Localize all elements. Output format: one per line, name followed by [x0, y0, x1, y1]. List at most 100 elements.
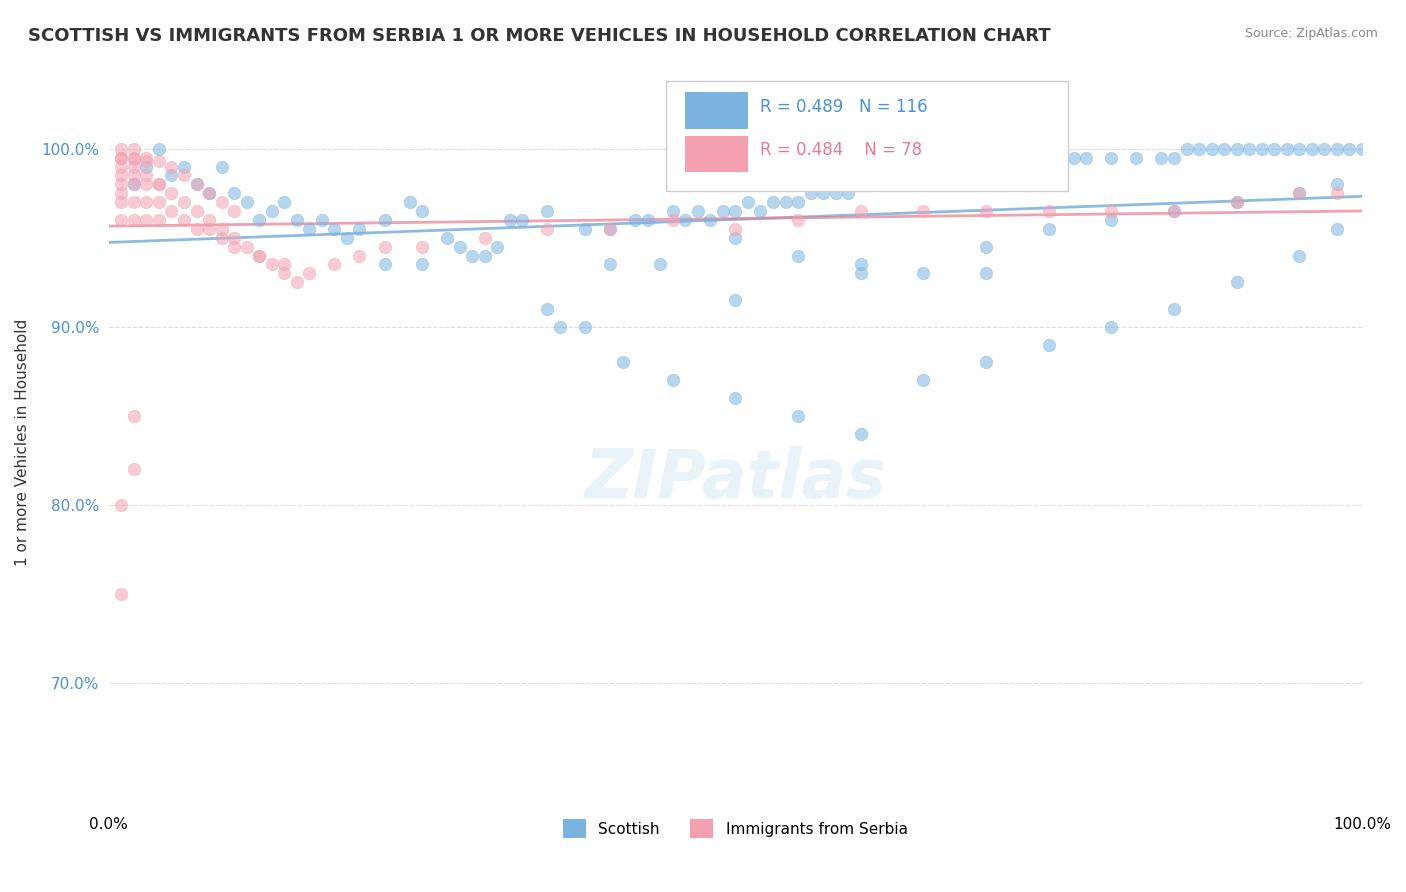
Scottish — [612, 355, 634, 369]
Immigrants from Serbia — [135, 151, 157, 165]
Immigrants from Serbia — [135, 213, 157, 227]
Scottish — [787, 195, 810, 210]
Immigrants from Serbia — [122, 409, 145, 423]
Scottish — [974, 240, 997, 254]
Scottish — [787, 409, 810, 423]
Scottish — [962, 160, 984, 174]
Immigrants from Serbia — [110, 195, 132, 210]
Scottish — [1326, 178, 1348, 192]
Scottish — [536, 301, 558, 316]
Scottish — [661, 204, 683, 219]
Immigrants from Serbia — [160, 186, 183, 201]
Scottish — [574, 319, 596, 334]
Scottish — [912, 169, 935, 183]
Immigrants from Serbia — [260, 257, 283, 271]
Scottish — [1288, 142, 1310, 156]
Immigrants from Serbia — [273, 266, 295, 280]
Scottish — [925, 169, 948, 183]
Immigrants from Serbia — [1326, 186, 1348, 201]
Immigrants from Serbia — [122, 213, 145, 227]
Scottish — [724, 231, 747, 245]
Immigrants from Serbia — [148, 213, 170, 227]
Immigrants from Serbia — [599, 222, 621, 236]
Immigrants from Serbia — [1163, 204, 1185, 219]
Immigrants from Serbia — [198, 186, 221, 201]
Text: SCOTTISH VS IMMIGRANTS FROM SERBIA 1 OR MORE VEHICLES IN HOUSEHOLD CORRELATION C: SCOTTISH VS IMMIGRANTS FROM SERBIA 1 OR … — [28, 27, 1050, 45]
Immigrants from Serbia — [247, 249, 270, 263]
Immigrants from Serbia — [724, 222, 747, 236]
Scottish — [148, 142, 170, 156]
Immigrants from Serbia — [110, 178, 132, 192]
Scottish — [849, 178, 872, 192]
Immigrants from Serbia — [148, 154, 170, 169]
Immigrants from Serbia — [173, 213, 195, 227]
Scottish — [160, 169, 183, 183]
Scottish — [912, 373, 935, 387]
Scottish — [724, 391, 747, 405]
Immigrants from Serbia — [122, 142, 145, 156]
Immigrants from Serbia — [974, 204, 997, 219]
Text: R = 0.484    N = 78: R = 0.484 N = 78 — [761, 142, 922, 160]
Immigrants from Serbia — [1226, 195, 1249, 210]
Scottish — [1175, 142, 1198, 156]
Immigrants from Serbia — [186, 204, 208, 219]
Immigrants from Serbia — [1099, 204, 1122, 219]
Text: Source: ZipAtlas.com: Source: ZipAtlas.com — [1244, 27, 1378, 40]
Scottish — [1339, 142, 1361, 156]
Scottish — [711, 204, 734, 219]
Immigrants from Serbia — [173, 169, 195, 183]
Scottish — [775, 195, 797, 210]
Scottish — [762, 195, 785, 210]
Scottish — [247, 213, 270, 227]
Immigrants from Serbia — [148, 178, 170, 192]
Y-axis label: 1 or more Vehicles in Household: 1 or more Vehicles in Household — [15, 319, 30, 566]
Immigrants from Serbia — [122, 169, 145, 183]
Scottish — [1099, 213, 1122, 227]
Scottish — [1163, 151, 1185, 165]
Scottish — [1201, 142, 1223, 156]
Scottish — [699, 213, 721, 227]
Scottish — [1351, 142, 1374, 156]
Scottish — [1213, 142, 1236, 156]
Immigrants from Serbia — [198, 222, 221, 236]
Immigrants from Serbia — [186, 178, 208, 192]
Immigrants from Serbia — [373, 240, 395, 254]
Scottish — [599, 222, 621, 236]
Scottish — [411, 204, 433, 219]
Scottish — [1099, 151, 1122, 165]
Scottish — [974, 160, 997, 174]
Immigrants from Serbia — [110, 151, 132, 165]
Scottish — [349, 222, 371, 236]
Immigrants from Serbia — [110, 213, 132, 227]
Scottish — [1263, 142, 1285, 156]
Immigrants from Serbia — [198, 213, 221, 227]
Scottish — [1226, 142, 1249, 156]
Immigrants from Serbia — [285, 275, 308, 289]
Scottish — [637, 213, 659, 227]
Scottish — [1050, 151, 1073, 165]
Scottish — [1288, 186, 1310, 201]
Immigrants from Serbia — [148, 195, 170, 210]
Scottish — [499, 213, 522, 227]
Scottish — [1250, 142, 1272, 156]
Scottish — [737, 195, 759, 210]
Scottish — [1226, 275, 1249, 289]
Scottish — [173, 160, 195, 174]
Immigrants from Serbia — [135, 195, 157, 210]
Immigrants from Serbia — [110, 587, 132, 601]
FancyBboxPatch shape — [666, 81, 1067, 191]
Scottish — [574, 222, 596, 236]
Immigrants from Serbia — [247, 249, 270, 263]
Scottish — [661, 373, 683, 387]
Scottish — [974, 266, 997, 280]
Scottish — [1226, 195, 1249, 210]
Scottish — [1163, 204, 1185, 219]
Scottish — [1326, 222, 1348, 236]
Immigrants from Serbia — [135, 169, 157, 183]
Immigrants from Serbia — [122, 178, 145, 192]
FancyBboxPatch shape — [685, 92, 748, 128]
Scottish — [974, 355, 997, 369]
Scottish — [224, 186, 246, 201]
Immigrants from Serbia — [173, 195, 195, 210]
Immigrants from Serbia — [536, 222, 558, 236]
